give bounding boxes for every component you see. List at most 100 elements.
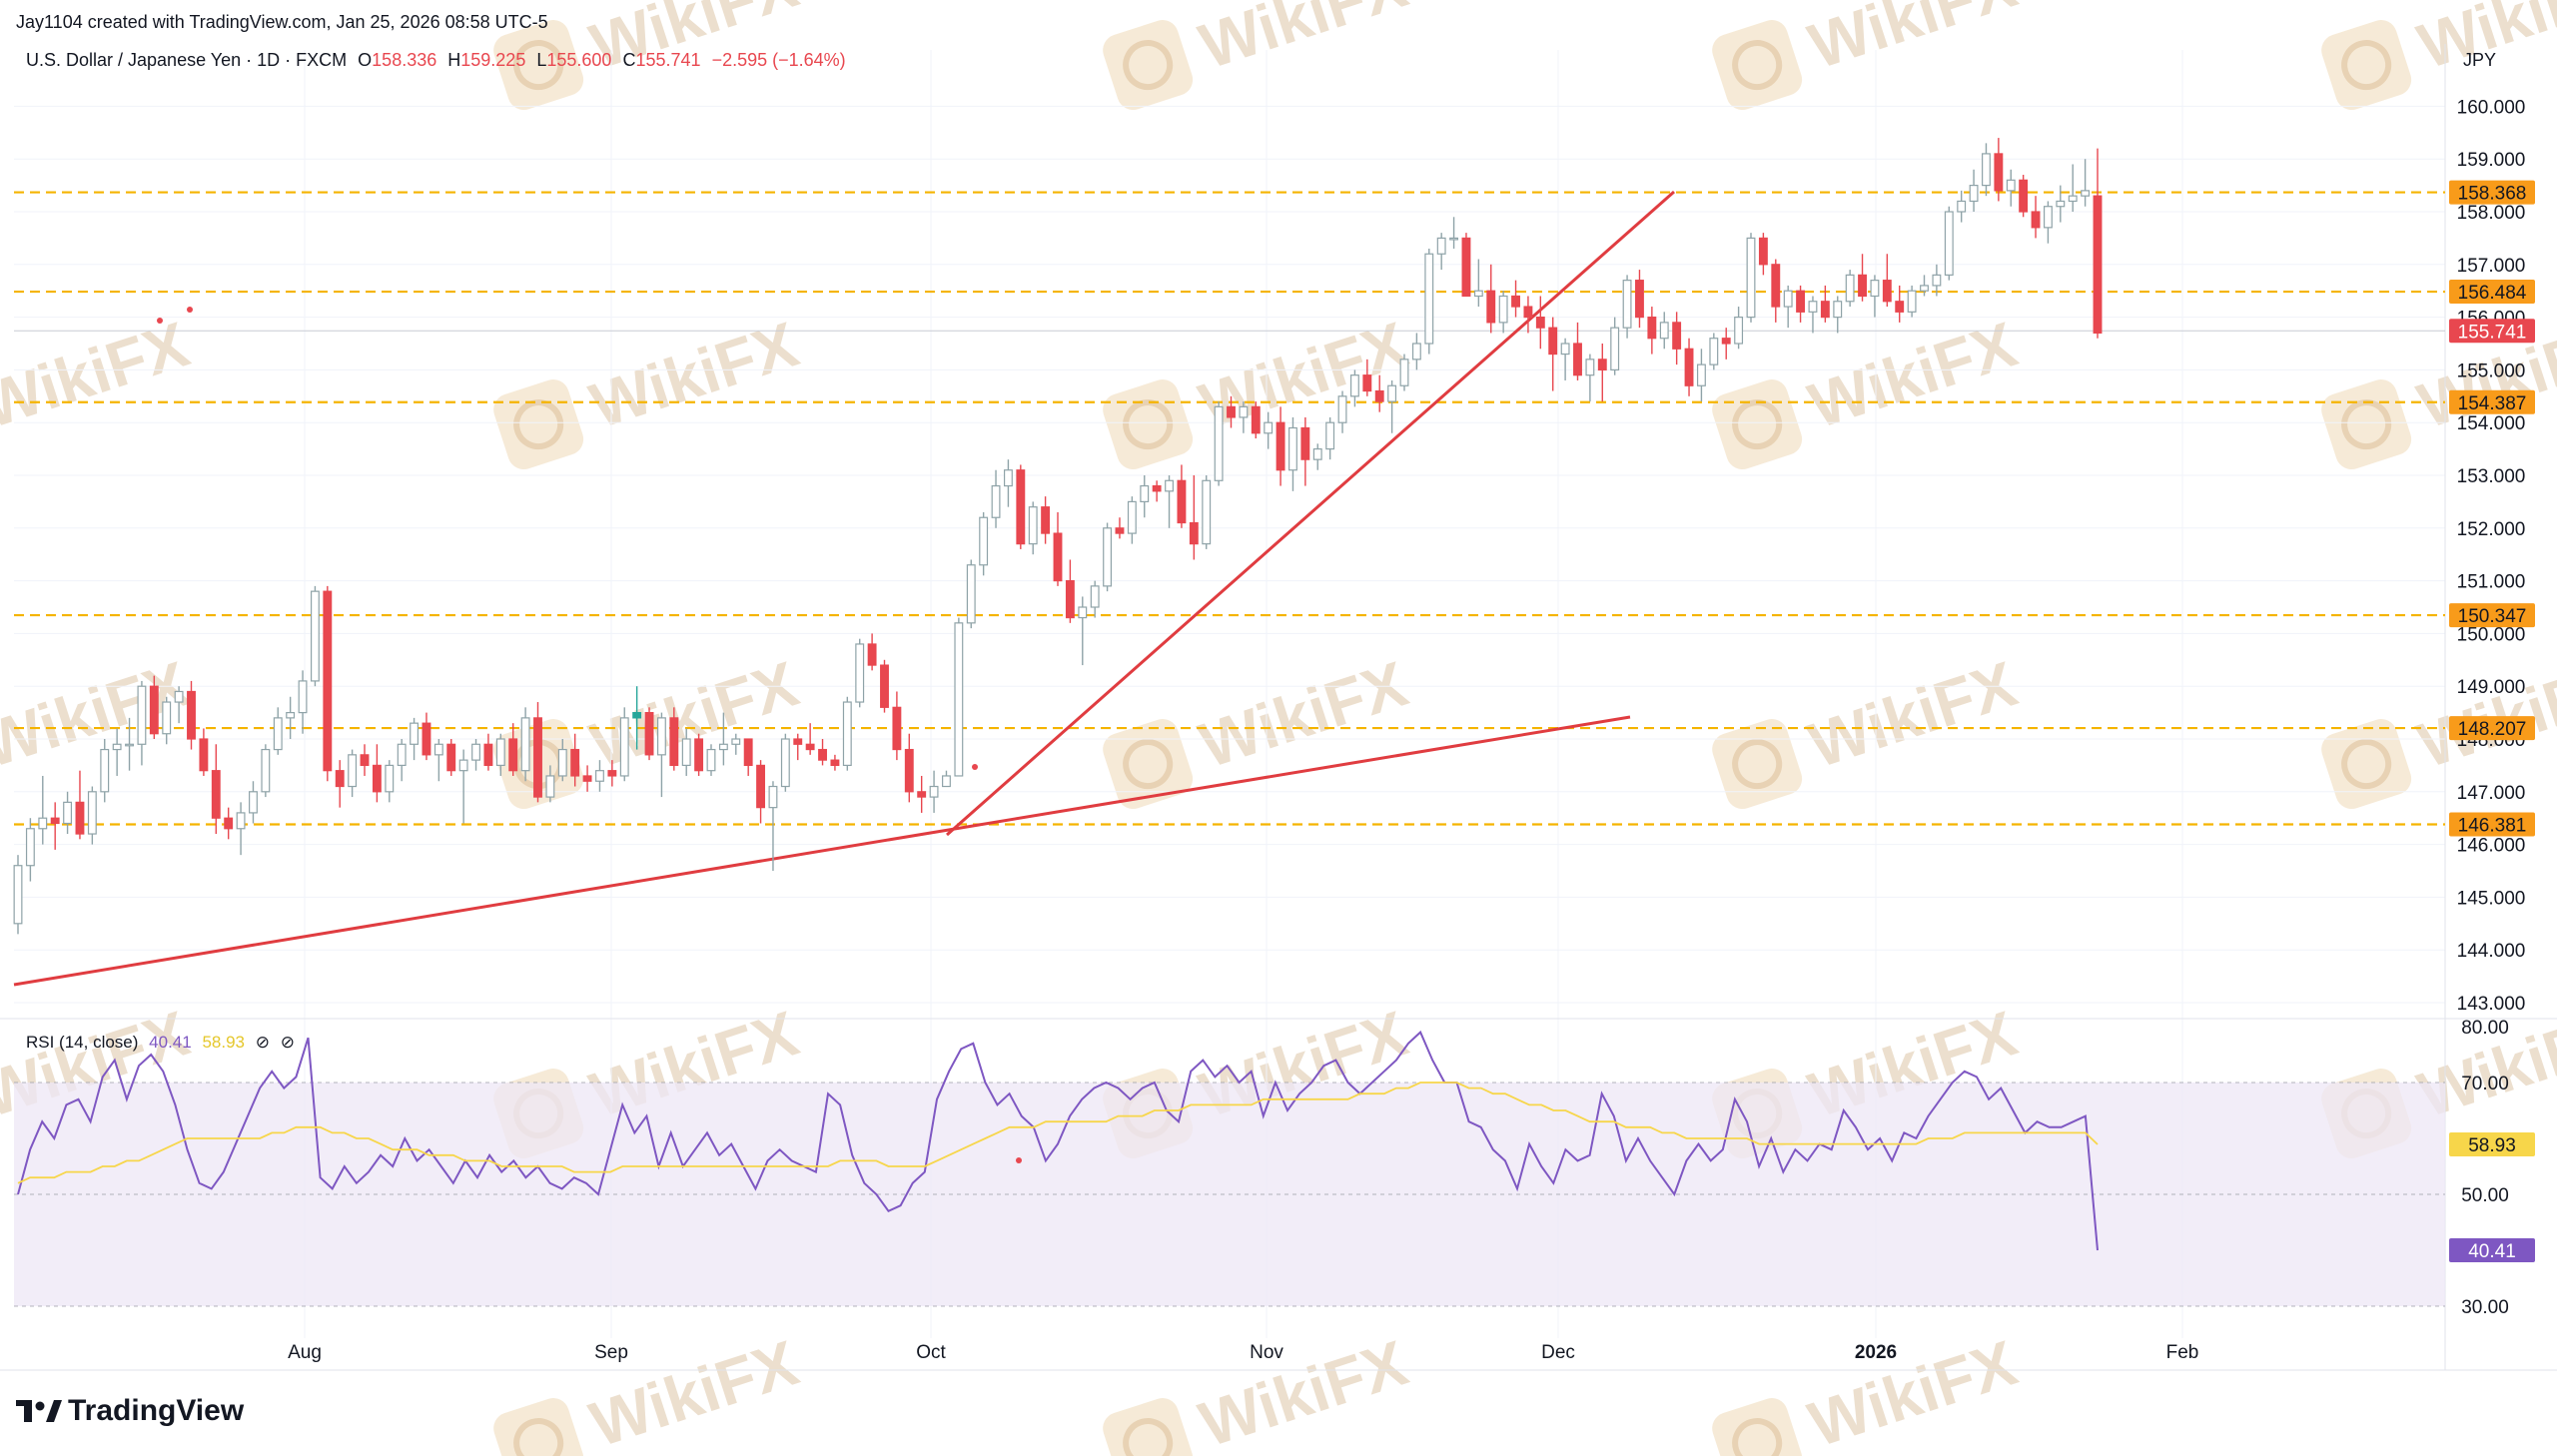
candle[interactable] — [2006, 169, 2016, 207]
candle[interactable] — [372, 744, 382, 803]
candle[interactable] — [75, 770, 85, 840]
candle[interactable] — [249, 781, 258, 824]
level-price-tag[interactable]: 156.484 — [2449, 280, 2535, 305]
candle[interactable] — [768, 781, 778, 871]
candle[interactable] — [855, 638, 865, 708]
candle[interactable] — [582, 765, 592, 792]
level-price-tag[interactable]: 150.347 — [2449, 603, 2535, 628]
candle-body[interactable] — [410, 722, 420, 745]
candle[interactable] — [1411, 333, 1421, 370]
candle-body[interactable] — [1920, 285, 1929, 292]
candle[interactable] — [1387, 379, 1397, 433]
candle-body[interactable] — [1808, 301, 1818, 313]
candle-body[interactable] — [1944, 211, 1954, 276]
candle-body[interactable] — [582, 775, 592, 782]
candle-body[interactable] — [1907, 290, 1917, 313]
candle[interactable] — [694, 733, 704, 776]
candle-body[interactable] — [656, 717, 666, 756]
candle[interactable] — [2043, 201, 2053, 244]
candle[interactable] — [385, 760, 395, 803]
hide-icon[interactable]: ⊘ — [280, 1033, 295, 1052]
candle[interactable] — [87, 786, 97, 845]
candle-body[interactable] — [756, 764, 766, 809]
candle-body[interactable] — [1337, 395, 1347, 423]
candle-body[interactable] — [2019, 179, 2029, 213]
rsi-pane[interactable] — [14, 1030, 2445, 1307]
candle-body[interactable] — [1189, 521, 1199, 545]
candle-body[interactable] — [2093, 195, 2103, 335]
candle[interactable] — [100, 739, 110, 803]
candle-body[interactable] — [979, 516, 989, 566]
candle-body[interactable] — [422, 722, 431, 756]
candle[interactable] — [1734, 307, 1744, 350]
candle[interactable] — [1808, 296, 1818, 334]
candle-body[interactable] — [286, 711, 296, 719]
candle-body[interactable] — [842, 701, 852, 766]
candle-body[interactable] — [2056, 200, 2066, 208]
candle[interactable] — [1461, 233, 1471, 298]
candle[interactable] — [1882, 254, 1892, 308]
candle[interactable] — [1227, 395, 1236, 428]
candle-body[interactable] — [607, 770, 617, 777]
candle-body[interactable] — [867, 643, 877, 666]
candle-body[interactable] — [75, 801, 85, 835]
candle[interactable] — [1982, 143, 1991, 197]
candle-body[interactable] — [1672, 322, 1682, 350]
candle-body[interactable] — [1325, 421, 1335, 450]
candle[interactable] — [780, 733, 790, 792]
candle[interactable] — [1820, 285, 1830, 323]
candle[interactable] — [187, 680, 196, 750]
candle-body[interactable] — [224, 817, 234, 830]
candle-body[interactable] — [1845, 274, 1855, 303]
candle[interactable] — [830, 754, 840, 771]
candle[interactable] — [323, 585, 333, 782]
candle-body[interactable] — [1796, 290, 1806, 313]
candle-body[interactable] — [87, 791, 97, 835]
candle[interactable] — [904, 733, 914, 803]
last-price-tag[interactable]: 155.741 — [2449, 319, 2535, 344]
candle[interactable] — [607, 760, 617, 787]
candle[interactable] — [422, 712, 431, 761]
candle-body[interactable] — [1783, 290, 1793, 308]
candle[interactable] — [1907, 285, 1917, 318]
candle-body[interactable] — [1003, 469, 1013, 487]
candle-body[interactable] — [1065, 579, 1075, 619]
candle-body[interactable] — [2068, 195, 2078, 203]
candle-body[interactable] — [13, 865, 23, 925]
candle-body[interactable] — [1387, 384, 1397, 402]
candle-body[interactable] — [694, 738, 704, 772]
candle[interactable] — [1399, 354, 1409, 391]
candle-body[interactable] — [1152, 484, 1162, 492]
candle-body[interactable] — [162, 701, 172, 735]
candle[interactable] — [1523, 296, 1533, 334]
candle[interactable] — [1424, 248, 1434, 355]
candle-body[interactable] — [1498, 295, 1508, 324]
candle[interactable] — [112, 728, 122, 776]
candle[interactable] — [2081, 159, 2091, 207]
candle-body[interactable] — [211, 770, 221, 819]
candle-body[interactable] — [1374, 389, 1384, 402]
candle-body[interactable] — [1028, 506, 1038, 545]
candle[interactable] — [471, 739, 480, 771]
candle-body[interactable] — [1560, 343, 1570, 356]
candle[interactable] — [743, 738, 753, 776]
candle-body[interactable] — [1535, 317, 1545, 329]
candle[interactable] — [1103, 522, 1113, 592]
candle-body[interactable] — [236, 812, 246, 830]
candle[interactable] — [1053, 511, 1063, 586]
candle-body[interactable] — [1746, 237, 1756, 319]
candle-body[interactable] — [1177, 479, 1187, 524]
candle[interactable] — [1449, 217, 1459, 249]
candle-body[interactable] — [942, 775, 951, 788]
rsi-tag[interactable]: 40.41 — [2449, 1238, 2535, 1262]
candle[interactable] — [174, 686, 184, 724]
candle-body[interactable] — [1820, 301, 1830, 319]
candle-body[interactable] — [818, 748, 827, 761]
candle[interactable] — [1325, 416, 1335, 460]
candle-body[interactable] — [1969, 185, 1979, 203]
candle-body[interactable] — [25, 828, 35, 867]
candle[interactable] — [1028, 501, 1038, 555]
candle-body[interactable] — [335, 770, 345, 788]
candle[interactable] — [557, 739, 567, 782]
candle[interactable] — [966, 559, 976, 629]
